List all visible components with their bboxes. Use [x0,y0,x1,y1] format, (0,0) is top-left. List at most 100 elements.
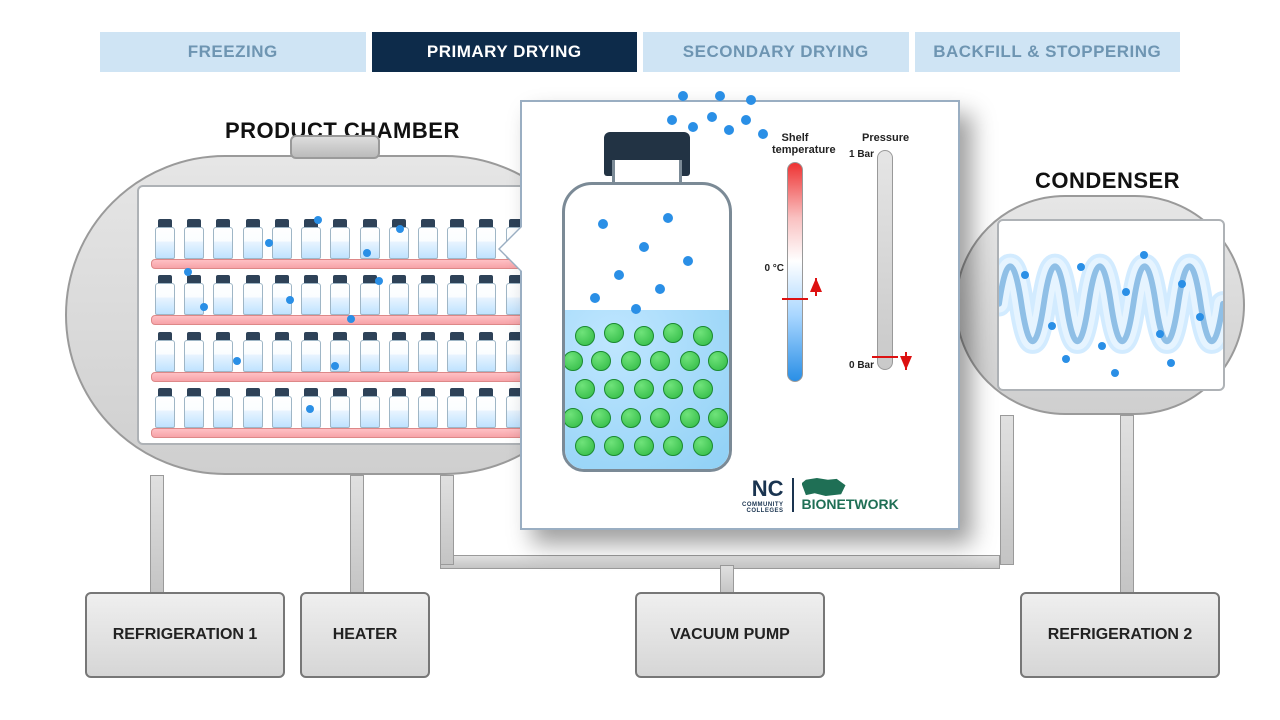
vapor-dot [1167,359,1175,367]
vapor-dot [286,296,294,304]
pipe-chamber-leg1 [150,475,164,595]
mini-vial [184,219,204,259]
vapor-dot [1178,280,1186,288]
tab-secondary[interactable]: SECONDARY DRYING [643,32,909,72]
mini-vial [447,388,467,428]
gauge-arrow-down [900,356,912,370]
vapor-dot [741,115,751,125]
process-tabs: FREEZING PRIMARY DRYING SECONDARY DRYING… [100,32,1180,72]
gauge-pressure: Pressure 1 Bar 0 Bar [862,132,908,370]
mini-vial [330,388,350,428]
mini-vial [476,275,496,315]
mini-vial [418,219,438,259]
mini-vial [301,219,321,259]
big-vial [562,132,732,472]
gauge-pressure-tick-bottom: 0 Bar [844,360,874,371]
vapor-dot [758,129,768,139]
vapor-dot [1021,271,1029,279]
vapor-dot [1111,369,1119,377]
mini-vial [155,219,175,259]
gauge-pressure-tick-top: 1 Bar [844,149,874,160]
escaping-vapor [562,132,732,472]
mini-vial [301,275,321,315]
mini-vial [418,388,438,428]
mini-vial [418,275,438,315]
vapor-dot [1077,263,1085,271]
gauge-temperature-label: Shelf temperature [772,132,818,156]
mini-vial [389,332,409,372]
tab-backfill[interactable]: BACKFILL & STOPPERING [915,32,1181,72]
pipe-condenser-drop [1000,415,1014,565]
mini-vial [330,275,350,315]
gauge-arrow-up [810,278,822,292]
mini-vial [476,332,496,372]
mini-vial [447,332,467,372]
vapor-dot [1156,330,1164,338]
logo-nc: NC [752,476,784,502]
mini-vial [360,388,380,428]
logo-bionetwork-text: BIONETWORK [802,496,899,512]
tab-primary[interactable]: PRIMARY DRYING [372,32,638,72]
shelf [151,315,559,325]
vapor-dot [1122,288,1130,296]
equip-vacuum-pump: VACUUM PUMP [635,592,825,678]
vapor-dot [184,268,192,276]
mini-vial [447,219,467,259]
vapor-dot [347,315,355,323]
pipe-condenser-leg [1120,415,1134,595]
mini-vial [301,332,321,372]
vapor-dot [707,112,717,122]
mini-vial [389,275,409,315]
mini-vial [330,219,350,259]
condenser [955,195,1245,415]
mini-vial [155,332,175,372]
shelf [151,428,559,438]
vapor-dot [1098,342,1106,350]
mini-vial [213,219,233,259]
vapor-dot [1048,322,1056,330]
vapor-dot [1062,355,1070,363]
mini-vial [360,332,380,372]
pipe-chamber-leg2 [350,475,364,595]
shelf [151,259,559,269]
vapor-dot [667,115,677,125]
detail-card: Shelf temperature 0 °C Pressure 1 Bar 0 … [520,100,960,530]
chamber-window [137,185,573,445]
pipe-vacuum-drop [720,565,734,595]
mini-vial [272,219,292,259]
equip-refrigeration-2: REFRIGERATION 2 [1020,592,1220,678]
chamber-port [290,135,380,159]
equip-heater: HEATER [300,592,430,678]
vial-row [151,219,559,259]
mini-vial [243,219,263,259]
gauge-marker [782,298,808,300]
pipe-chamber-to-main [440,475,454,565]
vapor-dot [331,362,339,370]
mini-vial [389,388,409,428]
shelf [151,372,559,382]
vapor-dot [688,122,698,132]
mini-vial [418,332,438,372]
vapor-dot [724,125,734,135]
equip-refrigeration-1: REFRIGERATION 1 [85,592,285,678]
mini-vial [272,388,292,428]
mini-vial [272,332,292,372]
vapor-dot [1140,251,1148,259]
mini-vial [476,219,496,259]
condenser-window [997,219,1225,391]
vapor-dot [715,91,725,101]
mini-vial [243,275,263,315]
tab-freezing[interactable]: FREEZING [100,32,366,72]
logo-bionetwork: NC COMMUNITY COLLEGES BIONETWORK [742,476,899,514]
mini-vial [213,275,233,315]
gauge-pressure-label: Pressure [862,132,908,144]
mini-vial [243,332,263,372]
vial-row [151,332,559,372]
vapor-dot [678,91,688,101]
mini-vial [213,388,233,428]
detail-callout [500,227,522,271]
mini-vial [213,332,233,372]
vapor-dot [746,95,756,105]
mini-vial [155,388,175,428]
vial-row [151,388,559,428]
